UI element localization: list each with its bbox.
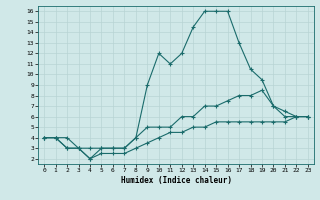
X-axis label: Humidex (Indice chaleur): Humidex (Indice chaleur) (121, 176, 231, 185)
